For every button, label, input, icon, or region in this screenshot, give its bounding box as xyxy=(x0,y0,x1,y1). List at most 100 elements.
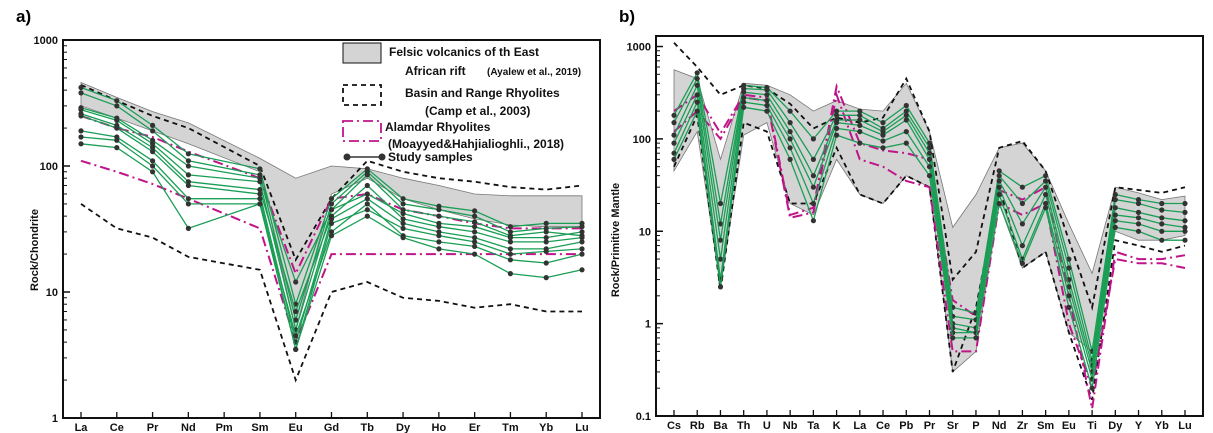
x-tick-label-ba: Ba xyxy=(713,420,728,432)
y-tick-label: 1000 xyxy=(34,35,58,47)
sample-point xyxy=(717,256,724,262)
sample-point xyxy=(810,200,817,207)
sample-point xyxy=(787,120,793,126)
sample-point xyxy=(787,145,793,151)
sample-point xyxy=(671,150,677,156)
sample-point xyxy=(996,200,1002,207)
sample-point xyxy=(150,169,156,175)
sample-point xyxy=(717,284,724,290)
sample-point xyxy=(472,224,478,230)
sample-point xyxy=(857,117,863,123)
legend-alamdar-label: Alamdar Rhyolites xyxy=(385,120,491,134)
sample-point xyxy=(1112,197,1118,203)
sample-point xyxy=(543,260,549,266)
sample-point xyxy=(1135,200,1142,207)
sample-point xyxy=(436,239,442,245)
panel-b-letter: b) xyxy=(619,7,635,26)
sample-point xyxy=(694,70,700,76)
sample-point xyxy=(150,128,156,134)
sample-point xyxy=(472,251,478,257)
panel-b-ylabel: Rock/Primitive Mantle xyxy=(610,183,622,297)
sample-point xyxy=(810,156,817,162)
sample-point xyxy=(787,136,793,142)
sample-point xyxy=(78,128,84,134)
y-tick-label: 100 xyxy=(633,134,651,146)
sample-point xyxy=(400,201,406,207)
sample-point xyxy=(400,225,406,231)
legend-study-label: Study samples xyxy=(388,150,473,164)
panel-a-alamdar-series xyxy=(80,114,582,346)
sample-point xyxy=(1112,218,1118,224)
sample-point xyxy=(150,141,156,147)
sample-point xyxy=(328,216,335,222)
alamdar-line-1 xyxy=(80,114,582,277)
panel-a-basin-range-envelope xyxy=(80,84,583,383)
sample-point xyxy=(834,125,840,131)
sample-point xyxy=(903,117,909,123)
sample-point xyxy=(973,335,979,341)
sample-point xyxy=(1135,197,1142,203)
sample-line-4 xyxy=(80,109,583,333)
sample-point xyxy=(507,271,513,277)
dashed-upper-line xyxy=(80,84,583,262)
sample-point xyxy=(579,224,585,230)
x-tick-label-la: La xyxy=(853,420,867,432)
sample-point xyxy=(507,251,513,257)
panel-b-x-axis: Cs Rb Ba Th U Nb Ta K La Ce Pb Pr Sr P Nd Zr Sm Eu Ti Dy Y Yb… xyxy=(667,410,1192,432)
sample-point xyxy=(114,117,120,123)
sample-point xyxy=(507,257,513,263)
sample-point xyxy=(1019,260,1025,266)
sample-point xyxy=(507,246,513,252)
sample-point xyxy=(436,229,442,235)
sample-point xyxy=(436,246,442,252)
sample-point xyxy=(293,308,299,315)
sample-point xyxy=(671,156,677,162)
legend-black-dashed-swatch xyxy=(342,84,382,106)
x-tick-label-ce: Ce xyxy=(110,422,124,433)
panel-a-ylabel: Rock/Chondrite xyxy=(29,209,41,291)
sample-point xyxy=(472,219,478,225)
x-tick-label-lu: Lu xyxy=(1178,420,1191,432)
sample-point xyxy=(472,229,478,235)
legend-study-dot-right xyxy=(378,153,386,161)
sample-point xyxy=(857,108,863,114)
sample-point xyxy=(400,196,406,202)
sample-point xyxy=(834,120,840,126)
sample-point xyxy=(1066,304,1072,310)
legend-felsic-line1: Felsic volcanics of th East xyxy=(389,45,539,59)
sample-point xyxy=(787,156,793,162)
sample-line-1 xyxy=(80,86,582,307)
sample-line-6 xyxy=(80,115,583,345)
sample-point xyxy=(717,200,724,207)
alamdar-line-2 xyxy=(673,91,1186,393)
sample-point xyxy=(903,108,909,114)
sample-point xyxy=(579,235,585,241)
legend-felsic-ref: (Ayalew et al., 2019) xyxy=(487,67,581,78)
sample-point xyxy=(400,210,406,217)
sample-point xyxy=(1182,237,1188,243)
sample-point xyxy=(543,229,549,235)
sample-point xyxy=(996,191,1002,198)
sample-point xyxy=(257,166,263,172)
x-tick-label-dy: Dy xyxy=(1108,420,1123,432)
sample-point xyxy=(364,191,370,197)
gray-field-area xyxy=(673,69,1186,373)
sample-point xyxy=(257,201,263,207)
sample-line-9 xyxy=(80,143,583,352)
x-tick-label-p: P xyxy=(972,420,979,432)
panel-a-study-samples xyxy=(78,84,585,352)
sample-point xyxy=(150,149,156,155)
dashed-upper-line xyxy=(673,42,1186,311)
sample-point xyxy=(1019,221,1025,227)
sample-point xyxy=(903,129,909,135)
sample-point xyxy=(996,178,1002,184)
sample-point xyxy=(694,82,700,88)
sample-point xyxy=(880,120,886,126)
alamdar-line-2 xyxy=(80,159,582,346)
sample-line-2 xyxy=(80,92,583,323)
sample-point xyxy=(472,243,478,249)
sample-point xyxy=(114,98,120,104)
sample-point xyxy=(185,196,191,202)
x-tick-label-la: La xyxy=(75,422,89,433)
